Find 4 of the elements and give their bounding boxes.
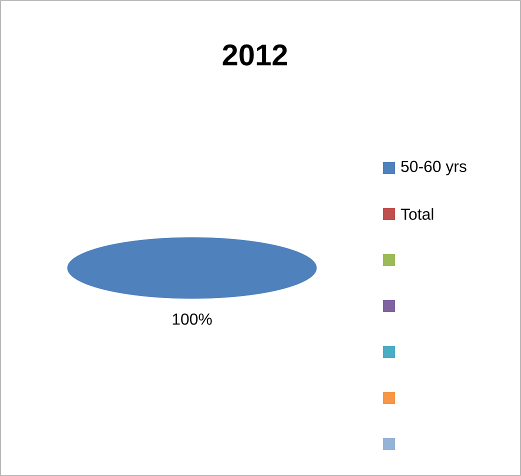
data-label: 100% <box>172 314 212 325</box>
legend-label: 50-60 yrs <box>401 160 466 176</box>
chart-title: 2012 <box>222 44 288 66</box>
legend-label: Total <box>400 208 434 220</box>
